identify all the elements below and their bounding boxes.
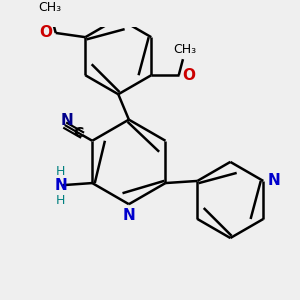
Text: O: O xyxy=(182,68,195,83)
Text: H: H xyxy=(56,194,65,207)
Text: H: H xyxy=(56,165,65,178)
Text: N: N xyxy=(54,178,67,193)
Text: N: N xyxy=(268,173,280,188)
Text: CH₃: CH₃ xyxy=(173,43,196,56)
Text: CH₃: CH₃ xyxy=(38,1,61,14)
Text: N: N xyxy=(122,208,135,223)
Text: N: N xyxy=(60,113,73,128)
Text: C: C xyxy=(73,126,83,140)
Text: O: O xyxy=(39,26,52,40)
